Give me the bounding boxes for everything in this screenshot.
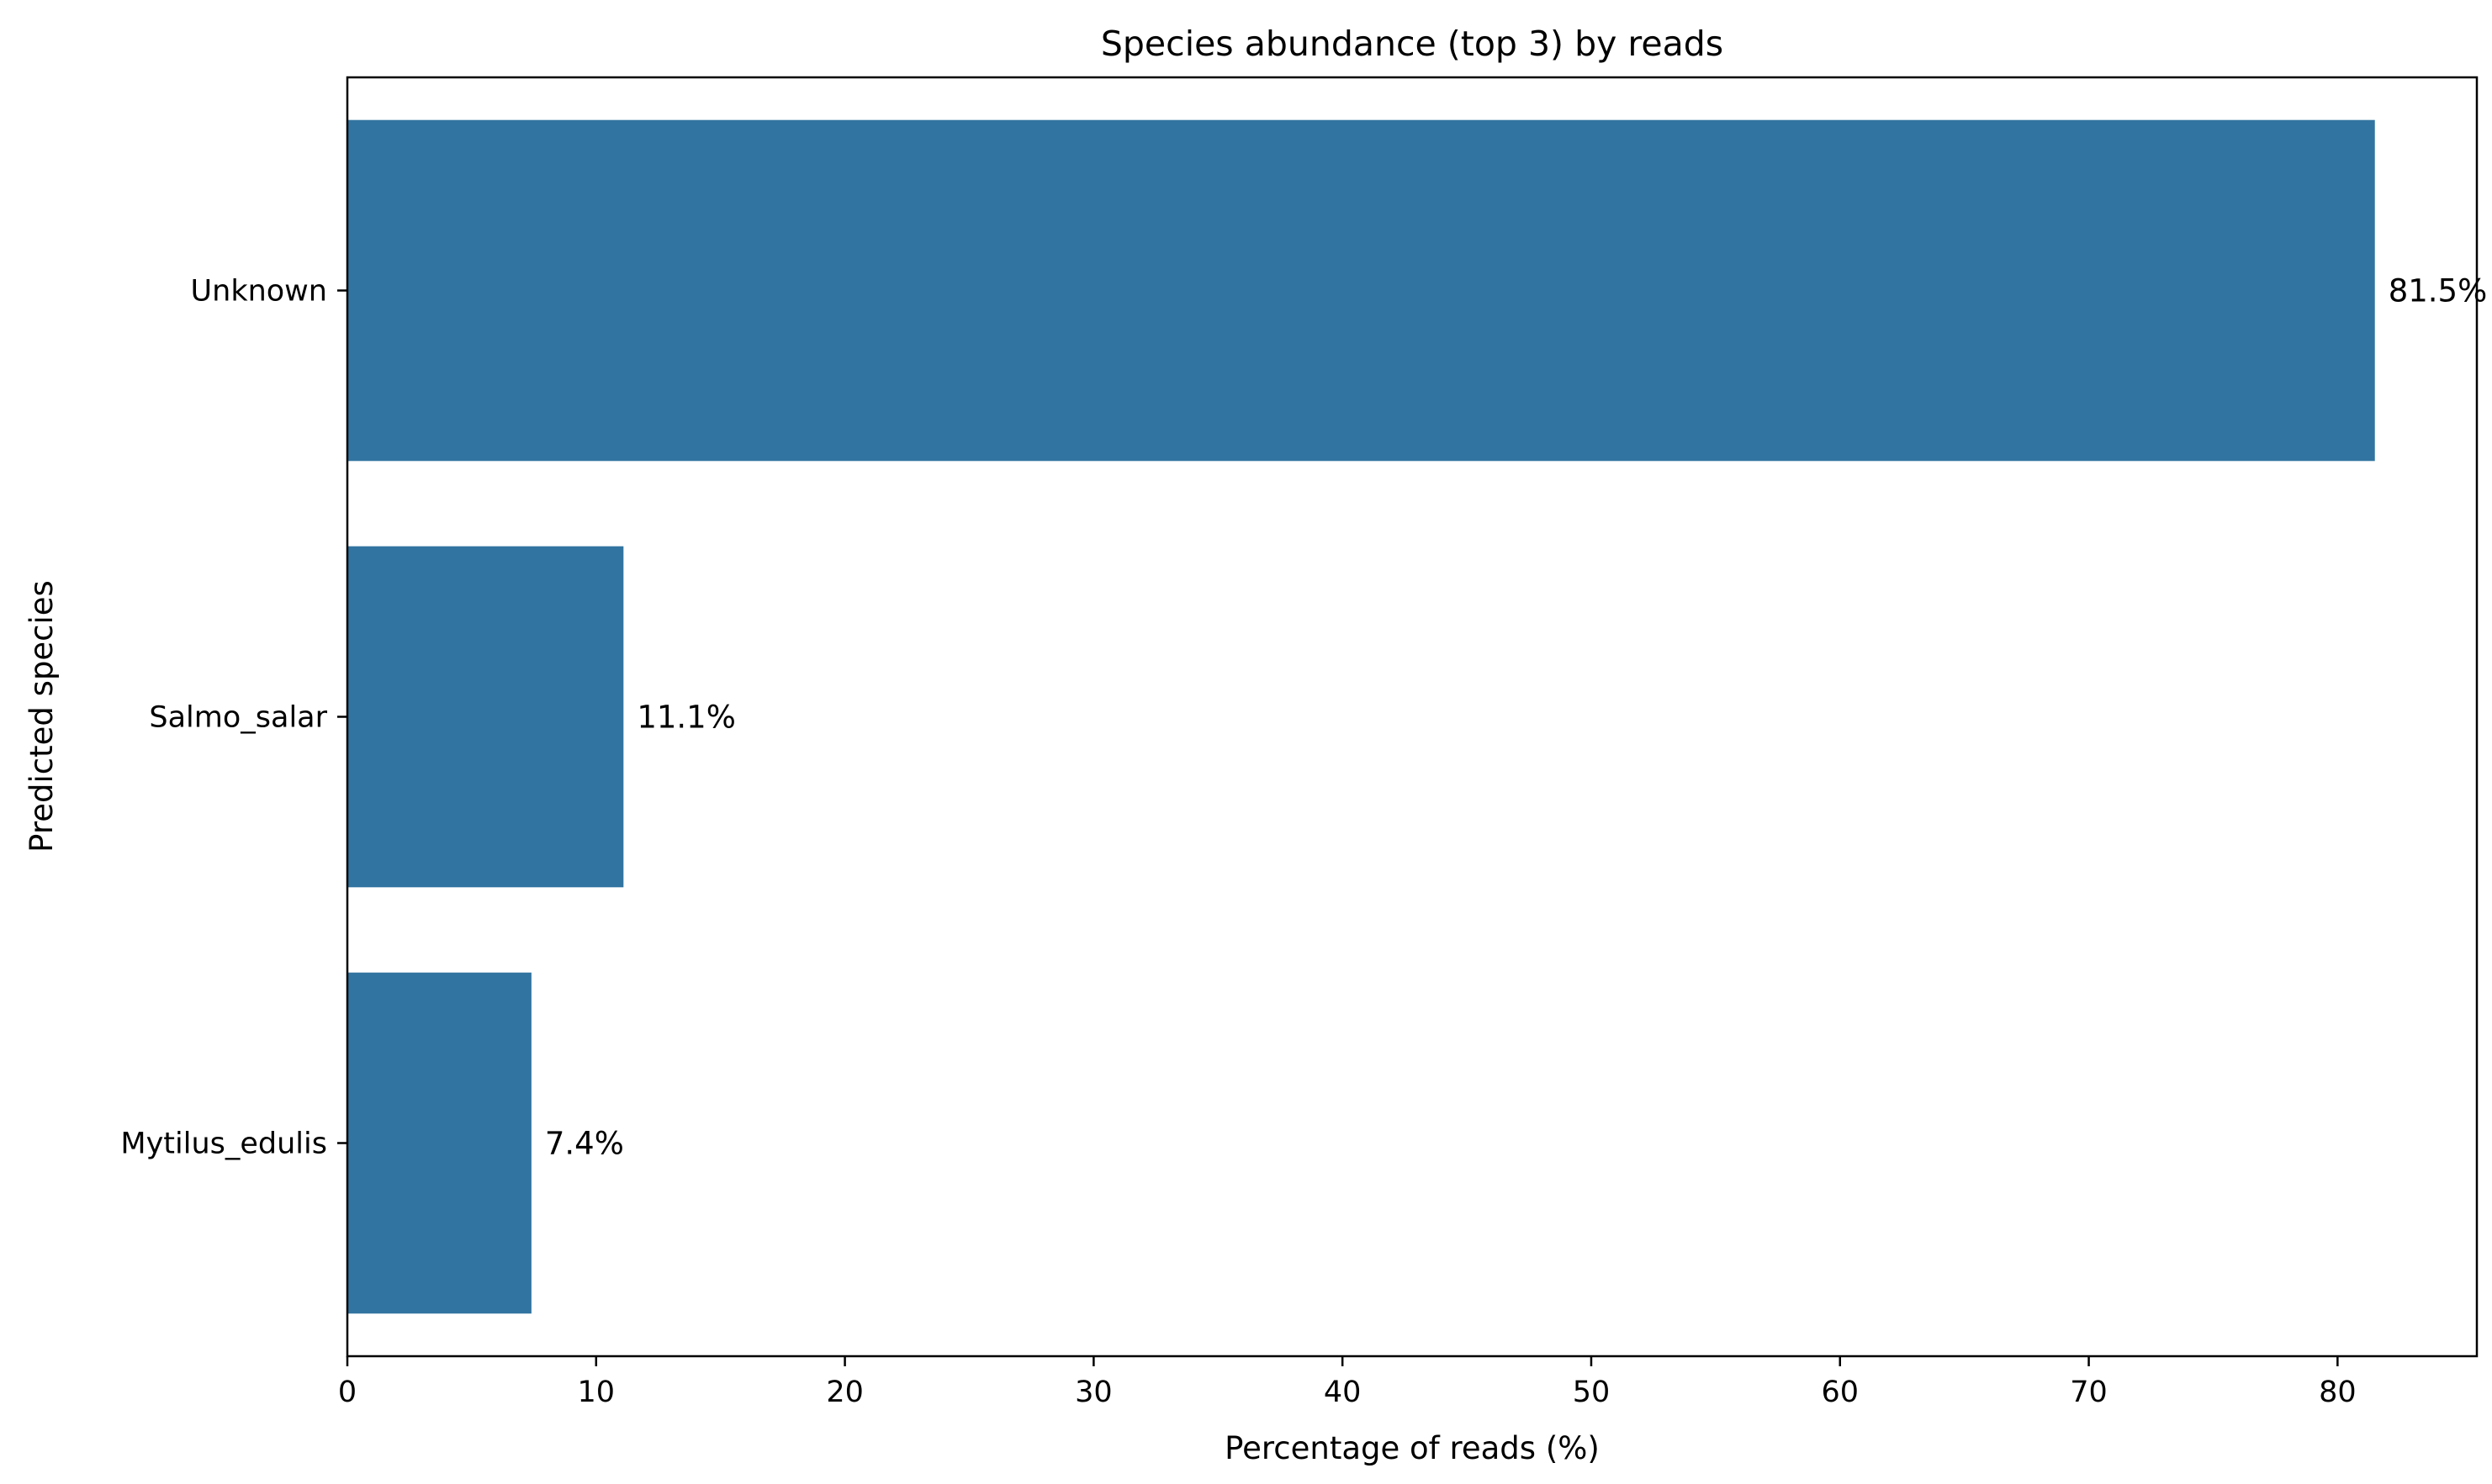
x-tick-label: 50 [1573, 1376, 1611, 1409]
x-tick-label: 0 [338, 1376, 357, 1409]
bar-mytilus-edulis [347, 972, 532, 1314]
value-labels-group: 81.5% 11.1% 7.4% [545, 273, 2487, 1162]
bar-salmo-salar [347, 546, 624, 888]
x-tick-label: 10 [578, 1376, 616, 1409]
bars-group [347, 119, 2375, 1314]
x-tick-label: 60 [1821, 1376, 1859, 1409]
x-axis-label: Percentage of reads (%) [1225, 1430, 1600, 1466]
y-tick-label-salmo-salar: Salmo_salar [149, 701, 327, 735]
chart-title: Species abundance (top 3) by reads [1101, 24, 1723, 64]
value-label-salmo-salar: 11.1% [637, 700, 736, 736]
value-label-mytilus-edulis: 7.4% [545, 1126, 624, 1162]
x-tick-label: 70 [2070, 1376, 2108, 1409]
y-axis-ticks: Unknown Salmo_salar Mytilus_edulis [120, 275, 347, 1161]
x-tick-label: 80 [2319, 1376, 2357, 1409]
x-tick-label: 40 [1324, 1376, 1362, 1409]
x-axis-ticks: 0 10 20 30 40 50 60 70 80 [338, 1356, 2357, 1409]
value-label-unknown: 81.5% [2389, 273, 2488, 309]
y-tick-label-mytilus-edulis: Mytilus_edulis [120, 1128, 327, 1161]
bar-unknown [347, 119, 2375, 462]
x-tick-label: 30 [1075, 1376, 1113, 1409]
y-tick-label-unknown: Unknown [191, 275, 327, 309]
x-tick-label: 20 [826, 1376, 864, 1409]
y-axis-label: Predicted species [24, 580, 60, 853]
